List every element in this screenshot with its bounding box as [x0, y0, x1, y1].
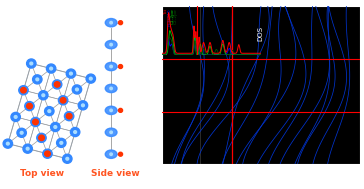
Ellipse shape: [105, 19, 117, 27]
Circle shape: [46, 152, 49, 155]
Circle shape: [110, 22, 112, 24]
Text: C2-2pσ: C2-2pσ: [174, 9, 178, 24]
Circle shape: [110, 109, 112, 112]
Circle shape: [25, 101, 34, 111]
Circle shape: [51, 122, 60, 132]
Circle shape: [59, 96, 68, 105]
Circle shape: [23, 144, 32, 153]
Circle shape: [60, 98, 66, 103]
Circle shape: [19, 86, 28, 95]
Circle shape: [110, 87, 112, 90]
Circle shape: [60, 142, 63, 144]
Circle shape: [3, 139, 12, 148]
Circle shape: [31, 117, 40, 126]
Circle shape: [71, 128, 80, 137]
Circle shape: [33, 75, 42, 84]
Circle shape: [110, 153, 112, 155]
Circle shape: [43, 149, 52, 158]
Circle shape: [82, 104, 84, 107]
Text: Tot: Tot: [165, 9, 169, 15]
Circle shape: [47, 64, 56, 73]
Circle shape: [48, 110, 51, 112]
Circle shape: [26, 147, 29, 150]
Ellipse shape: [105, 84, 117, 93]
Circle shape: [119, 152, 123, 156]
Text: H-1s*10: H-1s*10: [168, 9, 172, 26]
Circle shape: [17, 128, 26, 137]
Circle shape: [62, 99, 64, 102]
Circle shape: [45, 107, 54, 116]
Circle shape: [54, 82, 60, 87]
Circle shape: [72, 85, 82, 94]
Circle shape: [52, 80, 62, 89]
Circle shape: [22, 89, 25, 92]
Circle shape: [39, 135, 44, 141]
Ellipse shape: [105, 106, 117, 115]
Circle shape: [27, 59, 36, 68]
Circle shape: [76, 88, 78, 91]
Circle shape: [45, 151, 50, 156]
Circle shape: [74, 131, 76, 133]
Circle shape: [37, 133, 46, 142]
Circle shape: [30, 62, 33, 65]
Text: DOS: DOS: [257, 26, 263, 41]
Circle shape: [27, 103, 32, 109]
Circle shape: [14, 115, 17, 118]
Circle shape: [70, 72, 72, 75]
Circle shape: [119, 21, 123, 25]
Circle shape: [78, 101, 88, 110]
Ellipse shape: [105, 62, 117, 71]
Text: C1-2pσ: C1-2pσ: [171, 9, 175, 24]
Circle shape: [68, 115, 71, 118]
Circle shape: [40, 136, 43, 139]
Circle shape: [50, 67, 52, 70]
Circle shape: [110, 65, 112, 68]
Circle shape: [56, 83, 59, 86]
Circle shape: [63, 154, 72, 163]
Circle shape: [28, 105, 31, 108]
Circle shape: [7, 142, 9, 145]
Circle shape: [39, 91, 48, 100]
Circle shape: [34, 121, 37, 123]
Ellipse shape: [105, 150, 117, 158]
X-axis label: Energy (eV): Energy (eV): [239, 178, 284, 187]
Text: Side view: Side view: [91, 169, 140, 178]
Circle shape: [119, 108, 123, 112]
Circle shape: [20, 131, 23, 134]
Circle shape: [86, 74, 95, 83]
Circle shape: [36, 78, 39, 81]
Text: Top view: Top view: [20, 169, 64, 178]
Circle shape: [66, 69, 76, 78]
Circle shape: [66, 113, 72, 119]
Circle shape: [64, 112, 74, 121]
Circle shape: [11, 112, 20, 122]
Circle shape: [110, 43, 112, 46]
Circle shape: [119, 65, 123, 68]
Circle shape: [33, 119, 38, 125]
Circle shape: [90, 77, 92, 80]
Circle shape: [42, 94, 45, 97]
Ellipse shape: [105, 40, 117, 49]
Circle shape: [54, 126, 57, 128]
Circle shape: [57, 138, 66, 147]
Ellipse shape: [105, 128, 117, 136]
Circle shape: [21, 88, 26, 93]
Circle shape: [66, 157, 69, 160]
Circle shape: [110, 131, 112, 133]
